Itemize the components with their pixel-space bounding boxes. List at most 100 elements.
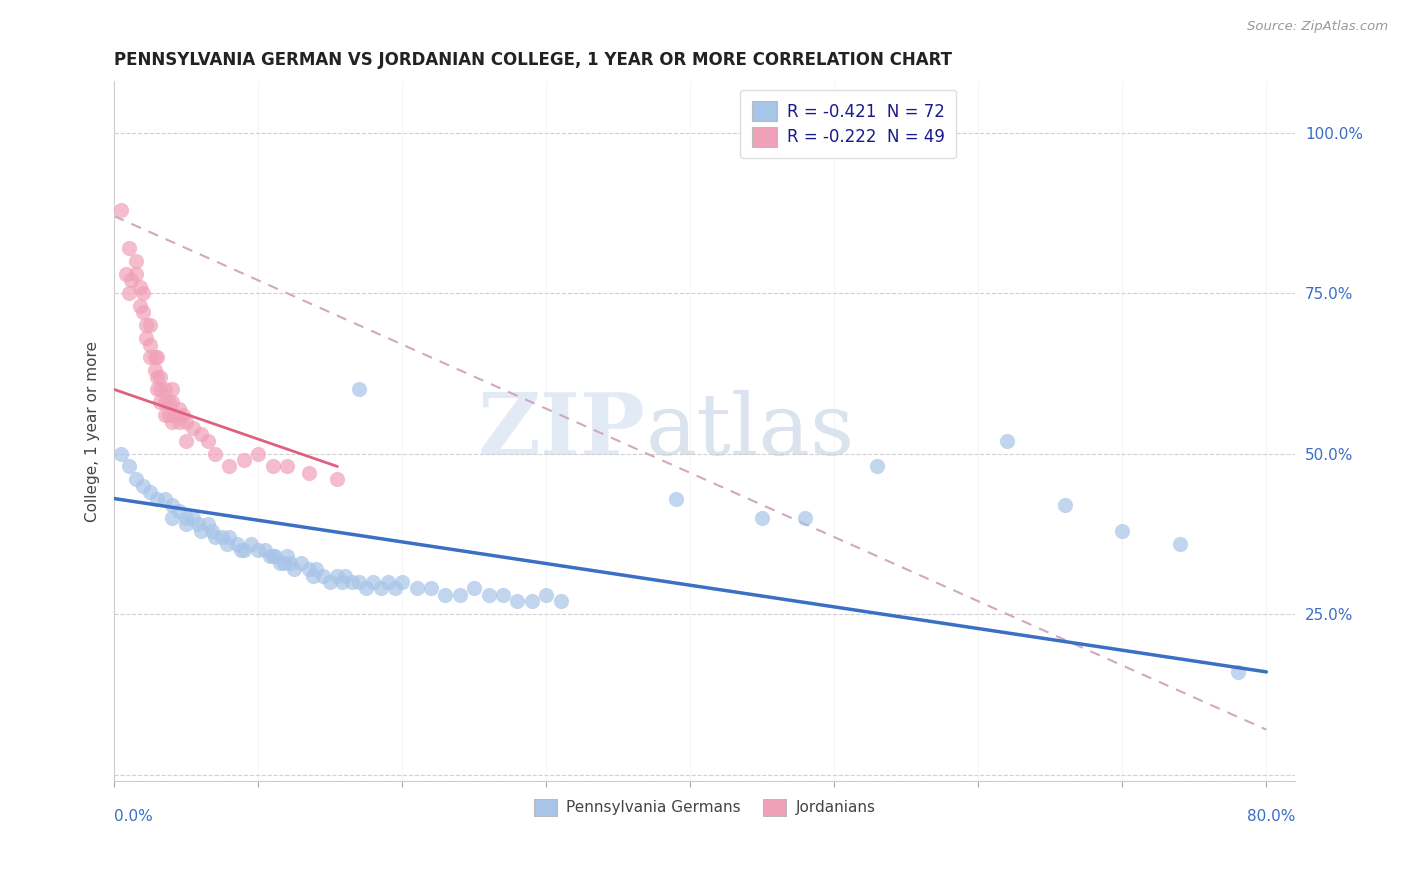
Point xyxy=(340,574,363,589)
Point xyxy=(225,536,247,550)
Point xyxy=(333,568,356,582)
Point xyxy=(146,351,169,365)
Point xyxy=(218,459,240,474)
Point xyxy=(354,582,377,596)
Point xyxy=(240,536,263,550)
Point xyxy=(264,549,287,564)
Point xyxy=(160,511,183,525)
Point xyxy=(197,517,219,532)
Point xyxy=(125,472,148,486)
Text: ZIP: ZIP xyxy=(478,389,645,473)
Point xyxy=(110,447,132,461)
Point xyxy=(135,331,157,345)
Point xyxy=(110,202,132,217)
Point xyxy=(183,421,205,435)
Point xyxy=(146,491,169,506)
Point xyxy=(125,267,148,281)
Point xyxy=(377,574,399,589)
Point xyxy=(174,434,197,448)
Point xyxy=(160,395,183,409)
Point xyxy=(197,434,219,448)
Point xyxy=(125,254,148,268)
Point xyxy=(384,582,406,596)
Point xyxy=(132,479,155,493)
Point xyxy=(1168,536,1191,550)
Point xyxy=(283,562,305,576)
Point xyxy=(114,267,136,281)
Point xyxy=(172,408,194,422)
Point xyxy=(204,530,226,544)
Point xyxy=(278,556,301,570)
Point xyxy=(297,466,319,480)
Point xyxy=(262,459,284,474)
Point xyxy=(273,556,295,570)
Point xyxy=(129,279,152,293)
Point xyxy=(297,562,319,576)
Point xyxy=(391,574,413,589)
Point xyxy=(1053,498,1076,512)
Point xyxy=(211,530,233,544)
Point xyxy=(347,383,370,397)
Point xyxy=(232,543,254,558)
Point xyxy=(139,351,162,365)
Point xyxy=(146,369,169,384)
Point xyxy=(132,305,155,319)
Point xyxy=(1111,524,1133,538)
Point xyxy=(347,574,370,589)
Point xyxy=(370,582,392,596)
Point xyxy=(319,574,342,589)
Point xyxy=(153,491,176,506)
Point xyxy=(160,415,183,429)
Point xyxy=(139,337,162,351)
Point xyxy=(153,408,176,422)
Point xyxy=(117,241,139,255)
Point xyxy=(269,556,291,570)
Point xyxy=(129,299,152,313)
Point xyxy=(312,568,335,582)
Point xyxy=(139,485,162,500)
Point xyxy=(139,318,162,333)
Point xyxy=(149,383,172,397)
Point xyxy=(276,459,298,474)
Point xyxy=(143,363,166,377)
Point xyxy=(262,549,284,564)
Point xyxy=(183,511,205,525)
Point xyxy=(117,286,139,301)
Point xyxy=(550,594,572,608)
Point xyxy=(363,574,385,589)
Point xyxy=(665,491,688,506)
Point xyxy=(167,401,190,416)
Point xyxy=(121,273,143,287)
Point xyxy=(492,588,515,602)
Point xyxy=(330,574,353,589)
Point xyxy=(117,459,139,474)
Point xyxy=(536,588,558,602)
Point xyxy=(187,517,209,532)
Point xyxy=(160,498,183,512)
Point xyxy=(190,524,212,538)
Point xyxy=(520,594,543,608)
Point xyxy=(163,408,186,422)
Point xyxy=(157,408,180,422)
Point xyxy=(1226,665,1249,679)
Point xyxy=(157,395,180,409)
Point xyxy=(215,536,238,550)
Point xyxy=(135,318,157,333)
Point xyxy=(478,588,501,602)
Point xyxy=(254,543,277,558)
Point xyxy=(201,524,224,538)
Point xyxy=(302,568,325,582)
Point xyxy=(326,568,349,582)
Point xyxy=(276,549,298,564)
Point xyxy=(259,549,281,564)
Point xyxy=(149,395,172,409)
Point xyxy=(174,517,197,532)
Point xyxy=(305,562,328,576)
Point xyxy=(167,415,190,429)
Legend: Pennsylvania Germans, Jordanians: Pennsylvania Germans, Jordanians xyxy=(527,792,882,822)
Point xyxy=(153,383,176,397)
Point xyxy=(751,511,773,525)
Point xyxy=(434,588,457,602)
Point xyxy=(218,530,240,544)
Point xyxy=(449,588,471,602)
